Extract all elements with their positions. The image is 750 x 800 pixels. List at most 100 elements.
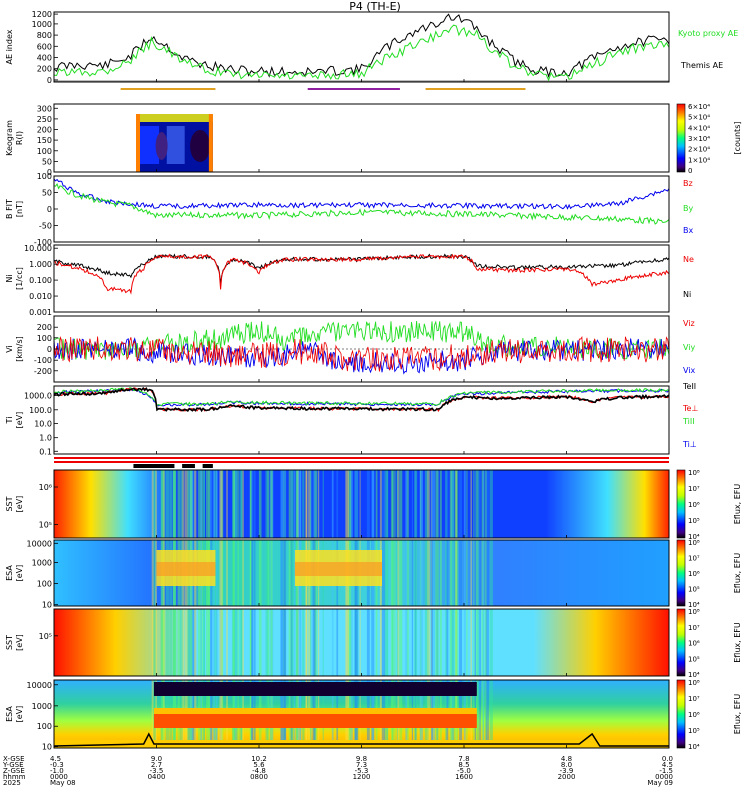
x-axis-value: 0.0 [662,755,673,763]
y-tick-label: 200 [37,323,52,332]
spectrogram-streak [484,680,488,748]
colorbar-tick-label: 0 [688,167,692,175]
spectrogram-streak [302,470,305,538]
spectrogram-streak [466,470,468,538]
spectrogram-streak [322,609,324,676]
spectrogram-streak [473,609,475,676]
spectrogram-streak [405,470,408,538]
x-axis-value: 4.8 [561,755,572,763]
spectrogram-streak [451,609,455,676]
spectrogram-streak [431,540,436,606]
x-axis-value: -0.3 [50,761,64,769]
spectrogram-streak [265,540,269,606]
spectrogram-streak [345,470,348,538]
spectrogram-streak [173,470,177,538]
y-axis-unit-bfield: [nT] [15,201,24,217]
spectrogram-streak [305,470,308,538]
spectrogram-streak [237,540,239,606]
spectrogram-streak [250,470,252,538]
spectrogram-streak [394,470,396,538]
y-axis-unit-keogram: R(I) [15,131,24,145]
spectrogram-streak [455,540,457,606]
spectrogram-streak [153,470,156,538]
spectrogram-streak [239,540,243,606]
spectrogram-streak [296,470,300,538]
sst-ion-spectrogram [54,609,669,676]
spectrogram-streak [331,609,334,676]
spectrogram-streak [250,470,252,538]
sst-ion-spectrogram-texture [151,609,493,676]
spectrogram-streak [475,540,478,606]
spectrogram-streak [232,540,236,606]
spectrogram-streak [419,540,424,606]
spectrogram-streak [308,609,311,676]
spectrogram-streak [189,470,194,538]
x-axis-value: May 09 [647,779,673,787]
spectrogram-streak [203,470,205,538]
spectrogram-streak [313,470,317,538]
spectrogram-streak [165,609,170,676]
spectrogram-streak [424,540,428,606]
spectrogram-streak [172,609,176,676]
y-tick-label: 150 [37,136,52,145]
spectrogram-streak [386,609,389,676]
y-tick-label: 0.1 [39,447,52,456]
legend-label: TiII [682,417,695,426]
spectrogram-streak [470,609,472,676]
x-axis-row-label: Y-GSE [2,761,24,769]
spectrogram-streak [297,470,299,538]
spectrogram-streak [381,470,386,538]
spectrogram-streak [192,609,196,676]
spectrogram-streak [436,540,439,606]
spectrogram-streak [463,540,466,606]
spectrogram-streak [298,609,300,676]
y-tick-label: 50 [42,157,52,166]
y-tick-label: 0 [47,168,52,177]
spectrogram-streak [169,609,173,676]
spectrogram-streak [381,540,386,606]
spectrogram-streak [200,609,202,676]
y-tick-label: 10000 [27,681,52,690]
x-axis-value: 5.6 [253,761,265,769]
spectrogram-streak [299,470,301,538]
legend-label: Ni [683,290,691,299]
spectrogram-streak [459,540,463,606]
spectrogram-streak [212,470,216,538]
spectrogram-streak [269,609,274,676]
panel-frame-temperature [53,385,670,455]
spectrogram-streak [173,470,176,538]
y-tick-label: 0 [47,205,52,214]
spectrogram-streak [459,609,463,676]
colorbar-tick-label: 5×10⁴ [688,114,710,122]
y-tick-label: -100 [34,238,52,247]
keogram-top-band [136,114,213,122]
x-axis-value: 8.5 [458,761,469,769]
spectrogram-streak [308,470,311,538]
spectrogram-streak [258,470,262,538]
spectrogram-streak [397,540,400,606]
status-bar-black [133,464,175,468]
y-tick-label: -200 [34,367,52,376]
spectrogram-streak [233,540,236,606]
status-bar-black [202,464,213,468]
y-tick-label: 100 [37,722,52,731]
spectrogram-streak [253,609,256,676]
spectrogram-streak [349,470,353,538]
spectrogram-streak [203,609,205,676]
y-axis-unit-sst_e: [eV] [15,496,24,513]
spectrogram-streak [489,680,493,748]
spectrogram-streak [354,470,357,538]
spectrogram-streak [232,540,235,606]
spectrogram-streak [390,609,394,676]
y-tick-label: 10000 [27,539,52,548]
spectrogram-streak [489,609,493,676]
spectrogram-streak [449,609,452,676]
spectrogram-streak [419,609,424,676]
spectrogram-streak [384,609,388,676]
spectrogram-streak [199,470,204,538]
spectrogram-streak [310,470,312,538]
colorbar-tick-label: 10⁵ [688,517,700,525]
spectrogram-streak [456,540,459,606]
spectrogram-streak [430,540,433,606]
spectrogram-streak [485,470,489,538]
